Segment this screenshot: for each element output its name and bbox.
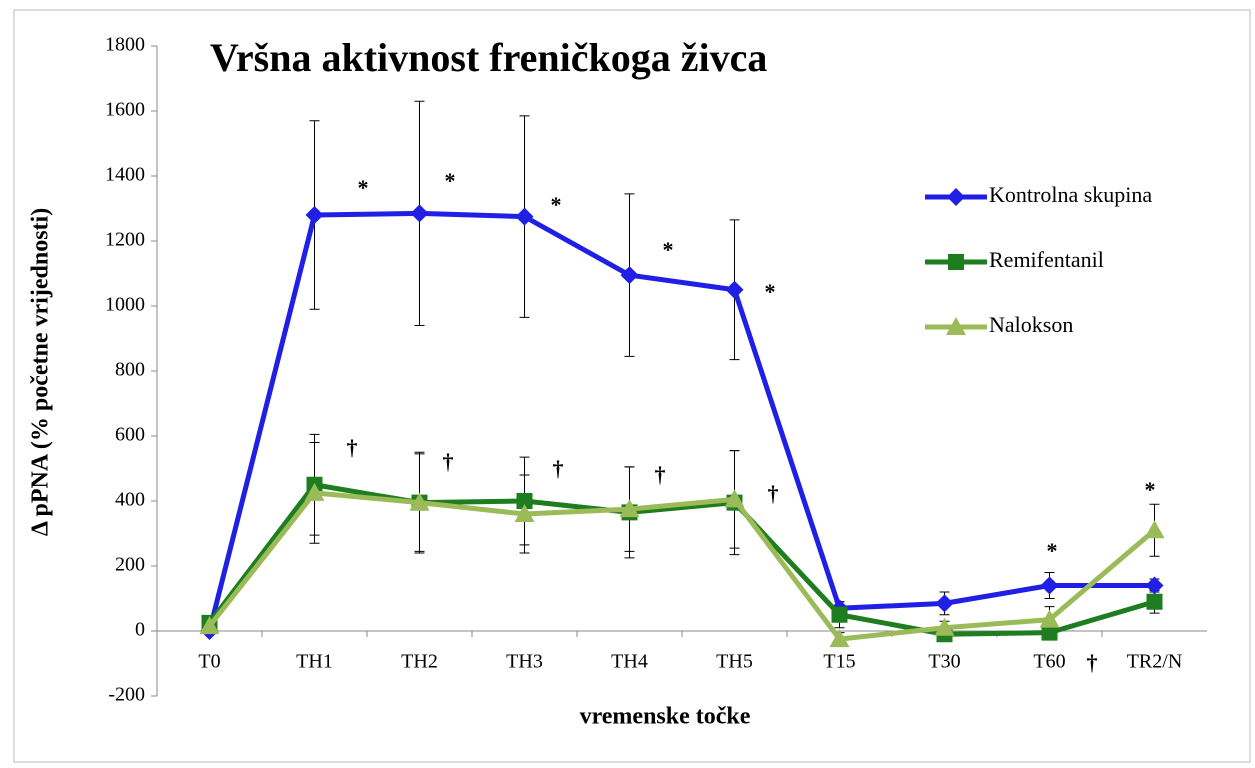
- annotation: †: [553, 456, 564, 481]
- marker: [305, 206, 324, 224]
- x-tick-label: TH5: [716, 651, 753, 673]
- x-tick-label: TH4: [611, 651, 648, 673]
- marker: [934, 617, 955, 636]
- y-tick-label: 200: [115, 554, 145, 576]
- marker: [619, 499, 640, 518]
- legend-label: Nalokson: [989, 312, 1073, 337]
- x-tick-label: T30: [928, 651, 960, 673]
- marker: [199, 616, 220, 635]
- marker: [1041, 624, 1058, 641]
- annotation: *: [765, 279, 776, 304]
- annotation: †: [443, 449, 454, 474]
- marker: [946, 317, 966, 335]
- legend-label: Remifentanil: [989, 247, 1104, 272]
- annotation: †: [768, 481, 779, 506]
- x-tick-label: TH1: [296, 651, 333, 673]
- series-line: [207, 482, 1156, 637]
- annotation: *: [358, 175, 369, 200]
- annotation: †: [1087, 650, 1098, 675]
- x-tick-label: T15: [823, 651, 855, 673]
- y-tick-label: 400: [115, 489, 145, 511]
- marker: [1039, 609, 1060, 628]
- marker: [1145, 576, 1164, 595]
- annotation: *: [551, 192, 562, 217]
- marker: [515, 207, 534, 226]
- annotation: *: [1047, 538, 1058, 563]
- marker: [409, 492, 430, 511]
- x-tick-label: T0: [198, 651, 220, 673]
- x-tick-label: TH3: [506, 651, 543, 673]
- x-axis-label: vremenske točke: [580, 704, 751, 730]
- chart-border: [13, 9, 1251, 763]
- marker: [724, 489, 745, 508]
- marker: [829, 629, 850, 648]
- y-tick-label: 1800: [105, 34, 145, 56]
- marker: [1146, 593, 1163, 610]
- series-line: [207, 210, 1155, 632]
- annotation: *: [663, 237, 674, 262]
- y-tick-label: 800: [115, 359, 145, 381]
- y-tick-label: 0: [135, 619, 145, 641]
- marker: [1040, 576, 1059, 595]
- marker: [620, 266, 639, 285]
- marker: [935, 594, 954, 613]
- series-line: [207, 490, 1157, 642]
- legend-label: Kontrolna skupina: [989, 182, 1152, 207]
- annotation: †: [655, 462, 666, 487]
- y-tick-label: 1000: [105, 294, 145, 316]
- y-tick-label: 600: [115, 424, 145, 446]
- marker: [831, 606, 848, 623]
- y-tick-label: 1600: [105, 99, 145, 121]
- y-tick-label: 1400: [105, 164, 145, 186]
- marker: [514, 504, 535, 522]
- y-axis-label: Δ pPNA (% početne vrijednosti): [28, 208, 54, 536]
- marker: [1144, 520, 1165, 539]
- annotation: *: [445, 168, 456, 193]
- y-tick-label: -200: [108, 684, 145, 706]
- marker: [516, 493, 533, 509]
- marker: [304, 482, 325, 501]
- marker: [948, 254, 964, 270]
- x-tick-label: TH2: [401, 651, 438, 673]
- annotation: †: [347, 435, 358, 460]
- marker: [725, 280, 744, 299]
- annotation: *: [1145, 477, 1156, 502]
- marker: [410, 204, 429, 223]
- x-tick-label: T60: [1033, 651, 1065, 673]
- chart-title: Vršna aktivnost freničkoga živca: [210, 35, 767, 80]
- marker: [947, 188, 965, 206]
- y-tick-label: 1200: [105, 229, 145, 251]
- x-tick-label: TR2/N: [1127, 651, 1183, 673]
